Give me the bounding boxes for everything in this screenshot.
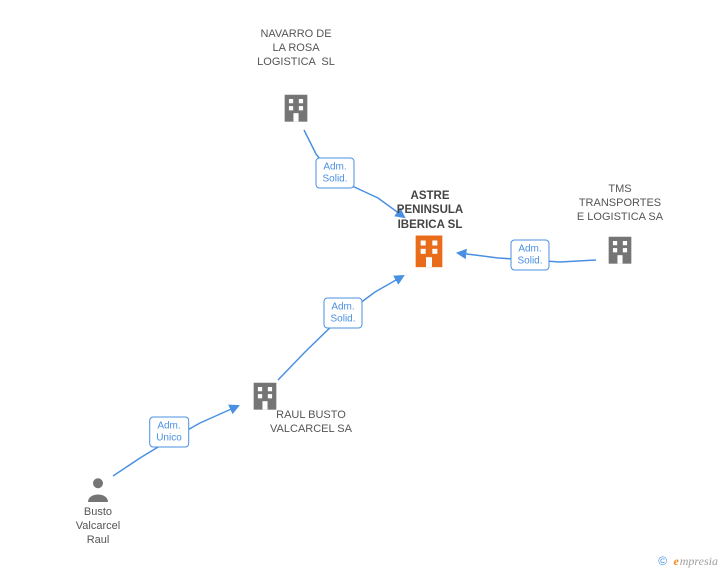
network-canvas: Adm. Solid. Adm. Solid. Adm. Solid. Adm. Un… [0, 0, 728, 575]
node-label: TMS TRANSPORTES E LOGISTICA SA [577, 183, 663, 224]
person-icon [83, 475, 113, 510]
node-label: ASTRE PENINSULA IBERICA SL [397, 189, 463, 232]
edge-label: Adm. Solid. [315, 158, 354, 189]
edge-label: Adm. Unico [149, 417, 189, 448]
node-label: RAUL BUSTO VALCARCEL SA [270, 409, 352, 437]
building-icon [279, 91, 313, 130]
brand-first-letter: e [673, 554, 678, 568]
building-icon [603, 233, 637, 272]
brand-rest: mpresia [680, 554, 718, 568]
edge-label: Adm. Solid. [323, 298, 362, 329]
building-icon-center [409, 231, 449, 276]
node-label: Busto Valcarcel Raul [76, 506, 120, 547]
node-label: NAVARRO DE LA ROSA LOGISTICA SL [257, 28, 335, 69]
copyright-symbol: © [658, 554, 667, 568]
footer-credit: © empresia [658, 554, 718, 569]
edge-label: Adm. Solid. [510, 240, 549, 271]
